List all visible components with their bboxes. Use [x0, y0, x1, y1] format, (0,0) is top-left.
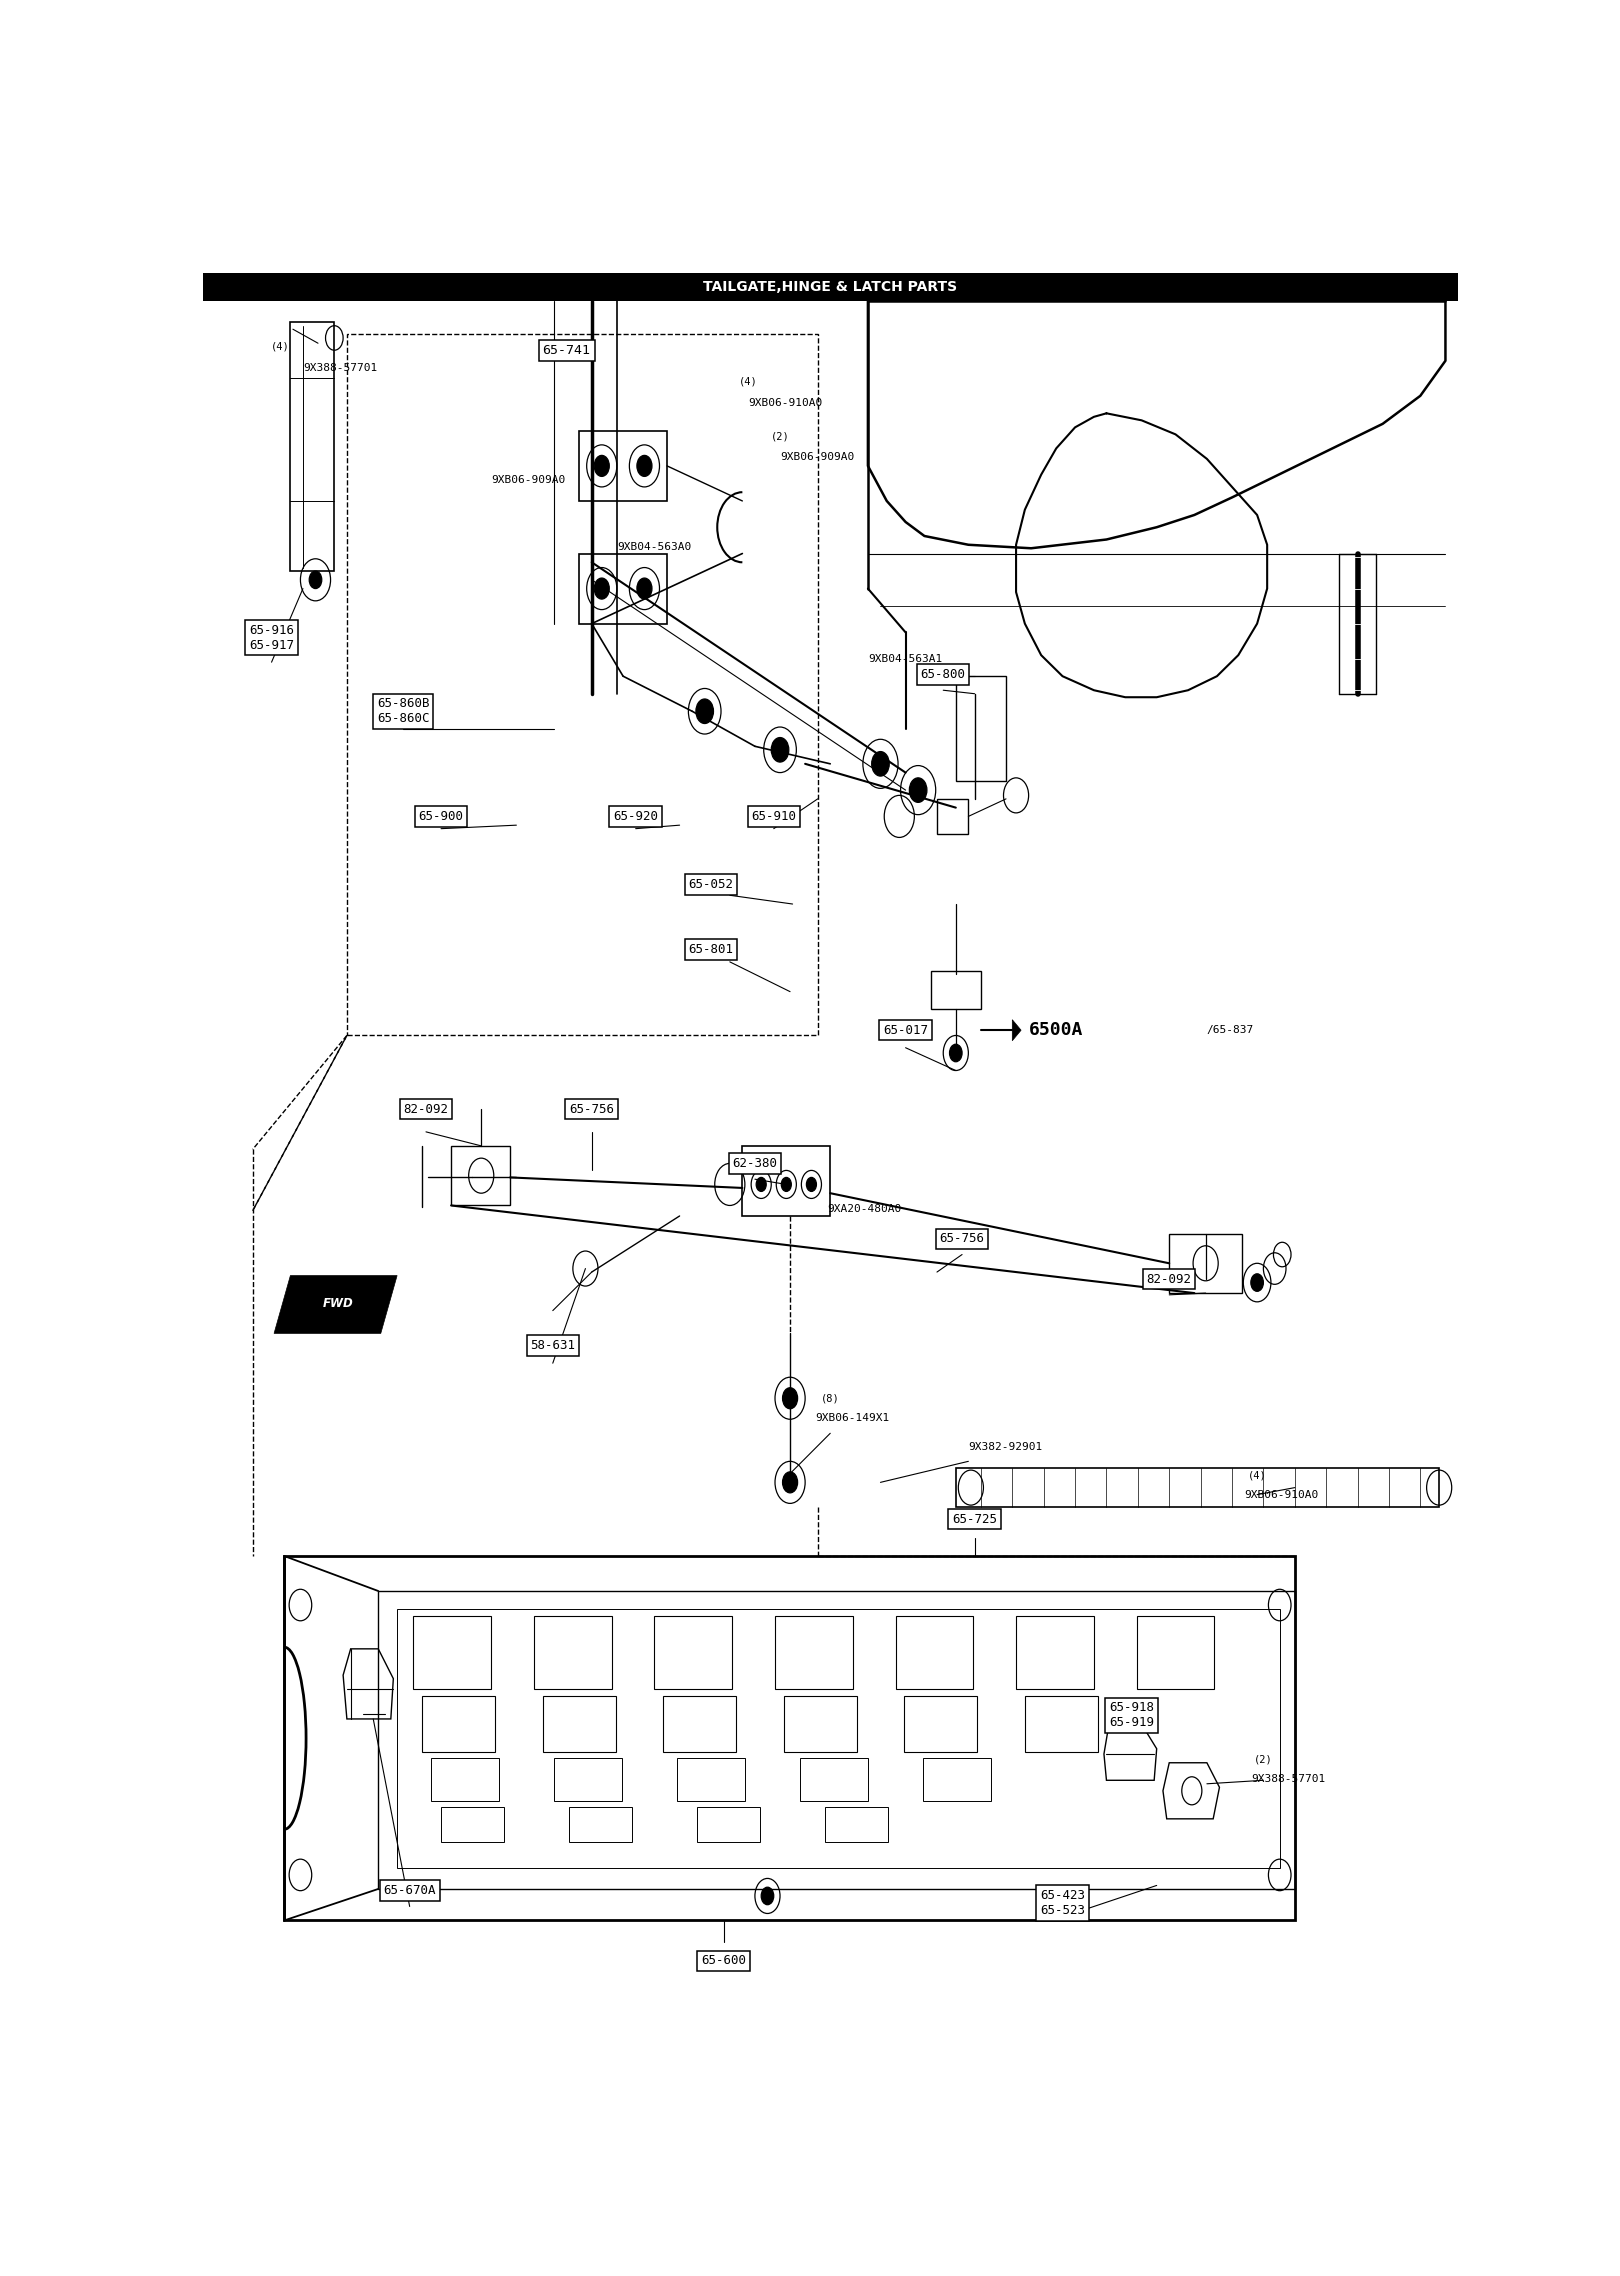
Text: 65-756: 65-756 [569, 1102, 614, 1115]
Polygon shape [1012, 1020, 1021, 1040]
Text: (4): (4) [271, 341, 290, 353]
Circle shape [1251, 1275, 1264, 1290]
Circle shape [781, 1177, 791, 1190]
Circle shape [637, 578, 651, 599]
Text: 9XB04-563A1: 9XB04-563A1 [868, 653, 943, 665]
Polygon shape [274, 1275, 397, 1334]
Text: TAILGATE,HINGE & LATCH PARTS: TAILGATE,HINGE & LATCH PARTS [703, 280, 957, 294]
Circle shape [782, 1473, 797, 1493]
Circle shape [782, 1388, 797, 1409]
Text: (2): (2) [771, 430, 789, 442]
Text: 65-741: 65-741 [543, 344, 591, 357]
Text: 65-910: 65-910 [752, 810, 797, 824]
Circle shape [807, 1177, 816, 1190]
Text: 65-052: 65-052 [688, 879, 734, 892]
Text: 9X388-57701: 9X388-57701 [1251, 1773, 1325, 1784]
Circle shape [909, 778, 927, 803]
Text: 65-860B
65-860C: 65-860B 65-860C [377, 696, 429, 726]
Circle shape [595, 455, 609, 476]
Circle shape [949, 1045, 962, 1061]
Text: 9XB06-909A0: 9XB06-909A0 [781, 453, 854, 462]
Text: 9X388-57701: 9X388-57701 [303, 362, 377, 373]
Text: 65-600: 65-600 [701, 1955, 747, 1966]
Text: 65-423
65-523: 65-423 65-523 [1040, 1889, 1085, 1916]
Bar [202, 273, 1458, 300]
Text: 6500A: 6500A [1029, 1022, 1084, 1040]
Circle shape [309, 571, 322, 589]
Bar [956, 676, 1006, 781]
Text: 62-380: 62-380 [732, 1156, 778, 1170]
Text: 65-801: 65-801 [688, 942, 734, 956]
Text: FWD: FWD [322, 1297, 353, 1311]
Circle shape [872, 751, 889, 776]
Text: 82-092: 82-092 [1147, 1272, 1192, 1286]
Text: 65-017: 65-017 [883, 1024, 928, 1036]
Text: (4): (4) [739, 378, 758, 387]
Text: 65-900: 65-900 [418, 810, 463, 824]
Circle shape [757, 1177, 766, 1190]
Circle shape [697, 699, 713, 724]
Text: 82-092: 82-092 [403, 1102, 449, 1115]
Text: (8): (8) [821, 1393, 839, 1404]
Text: 65-756: 65-756 [940, 1231, 985, 1245]
Circle shape [761, 1887, 774, 1905]
Text: 65-916
65-917: 65-916 65-917 [249, 624, 295, 651]
Text: 9XB06-909A0: 9XB06-909A0 [491, 476, 565, 485]
Text: 9XB06-910A0: 9XB06-910A0 [1244, 1489, 1319, 1500]
Text: (2): (2) [1254, 1755, 1273, 1764]
Text: 9XB06-149X1: 9XB06-149X1 [815, 1413, 889, 1422]
Text: 9X382-92901: 9X382-92901 [969, 1443, 1043, 1452]
Text: (4): (4) [1247, 1470, 1267, 1479]
Text: 58-631: 58-631 [530, 1338, 575, 1352]
Circle shape [771, 737, 789, 762]
Text: 65-918
65-919: 65-918 65-919 [1110, 1702, 1153, 1730]
Text: /65-837: /65-837 [1207, 1024, 1254, 1036]
Text: 9XA20-480A0: 9XA20-480A0 [828, 1204, 902, 1213]
Text: 65-800: 65-800 [920, 667, 966, 681]
Text: 9XB06-910A0: 9XB06-910A0 [748, 398, 823, 407]
Circle shape [595, 578, 609, 599]
Text: 9XB04-563A0: 9XB04-563A0 [617, 542, 692, 551]
Text: 65-920: 65-920 [612, 810, 658, 824]
Bar [930, 970, 980, 1008]
Text: 65-725: 65-725 [953, 1514, 998, 1525]
Circle shape [637, 455, 651, 476]
Text: 65-670A: 65-670A [384, 1885, 436, 1898]
